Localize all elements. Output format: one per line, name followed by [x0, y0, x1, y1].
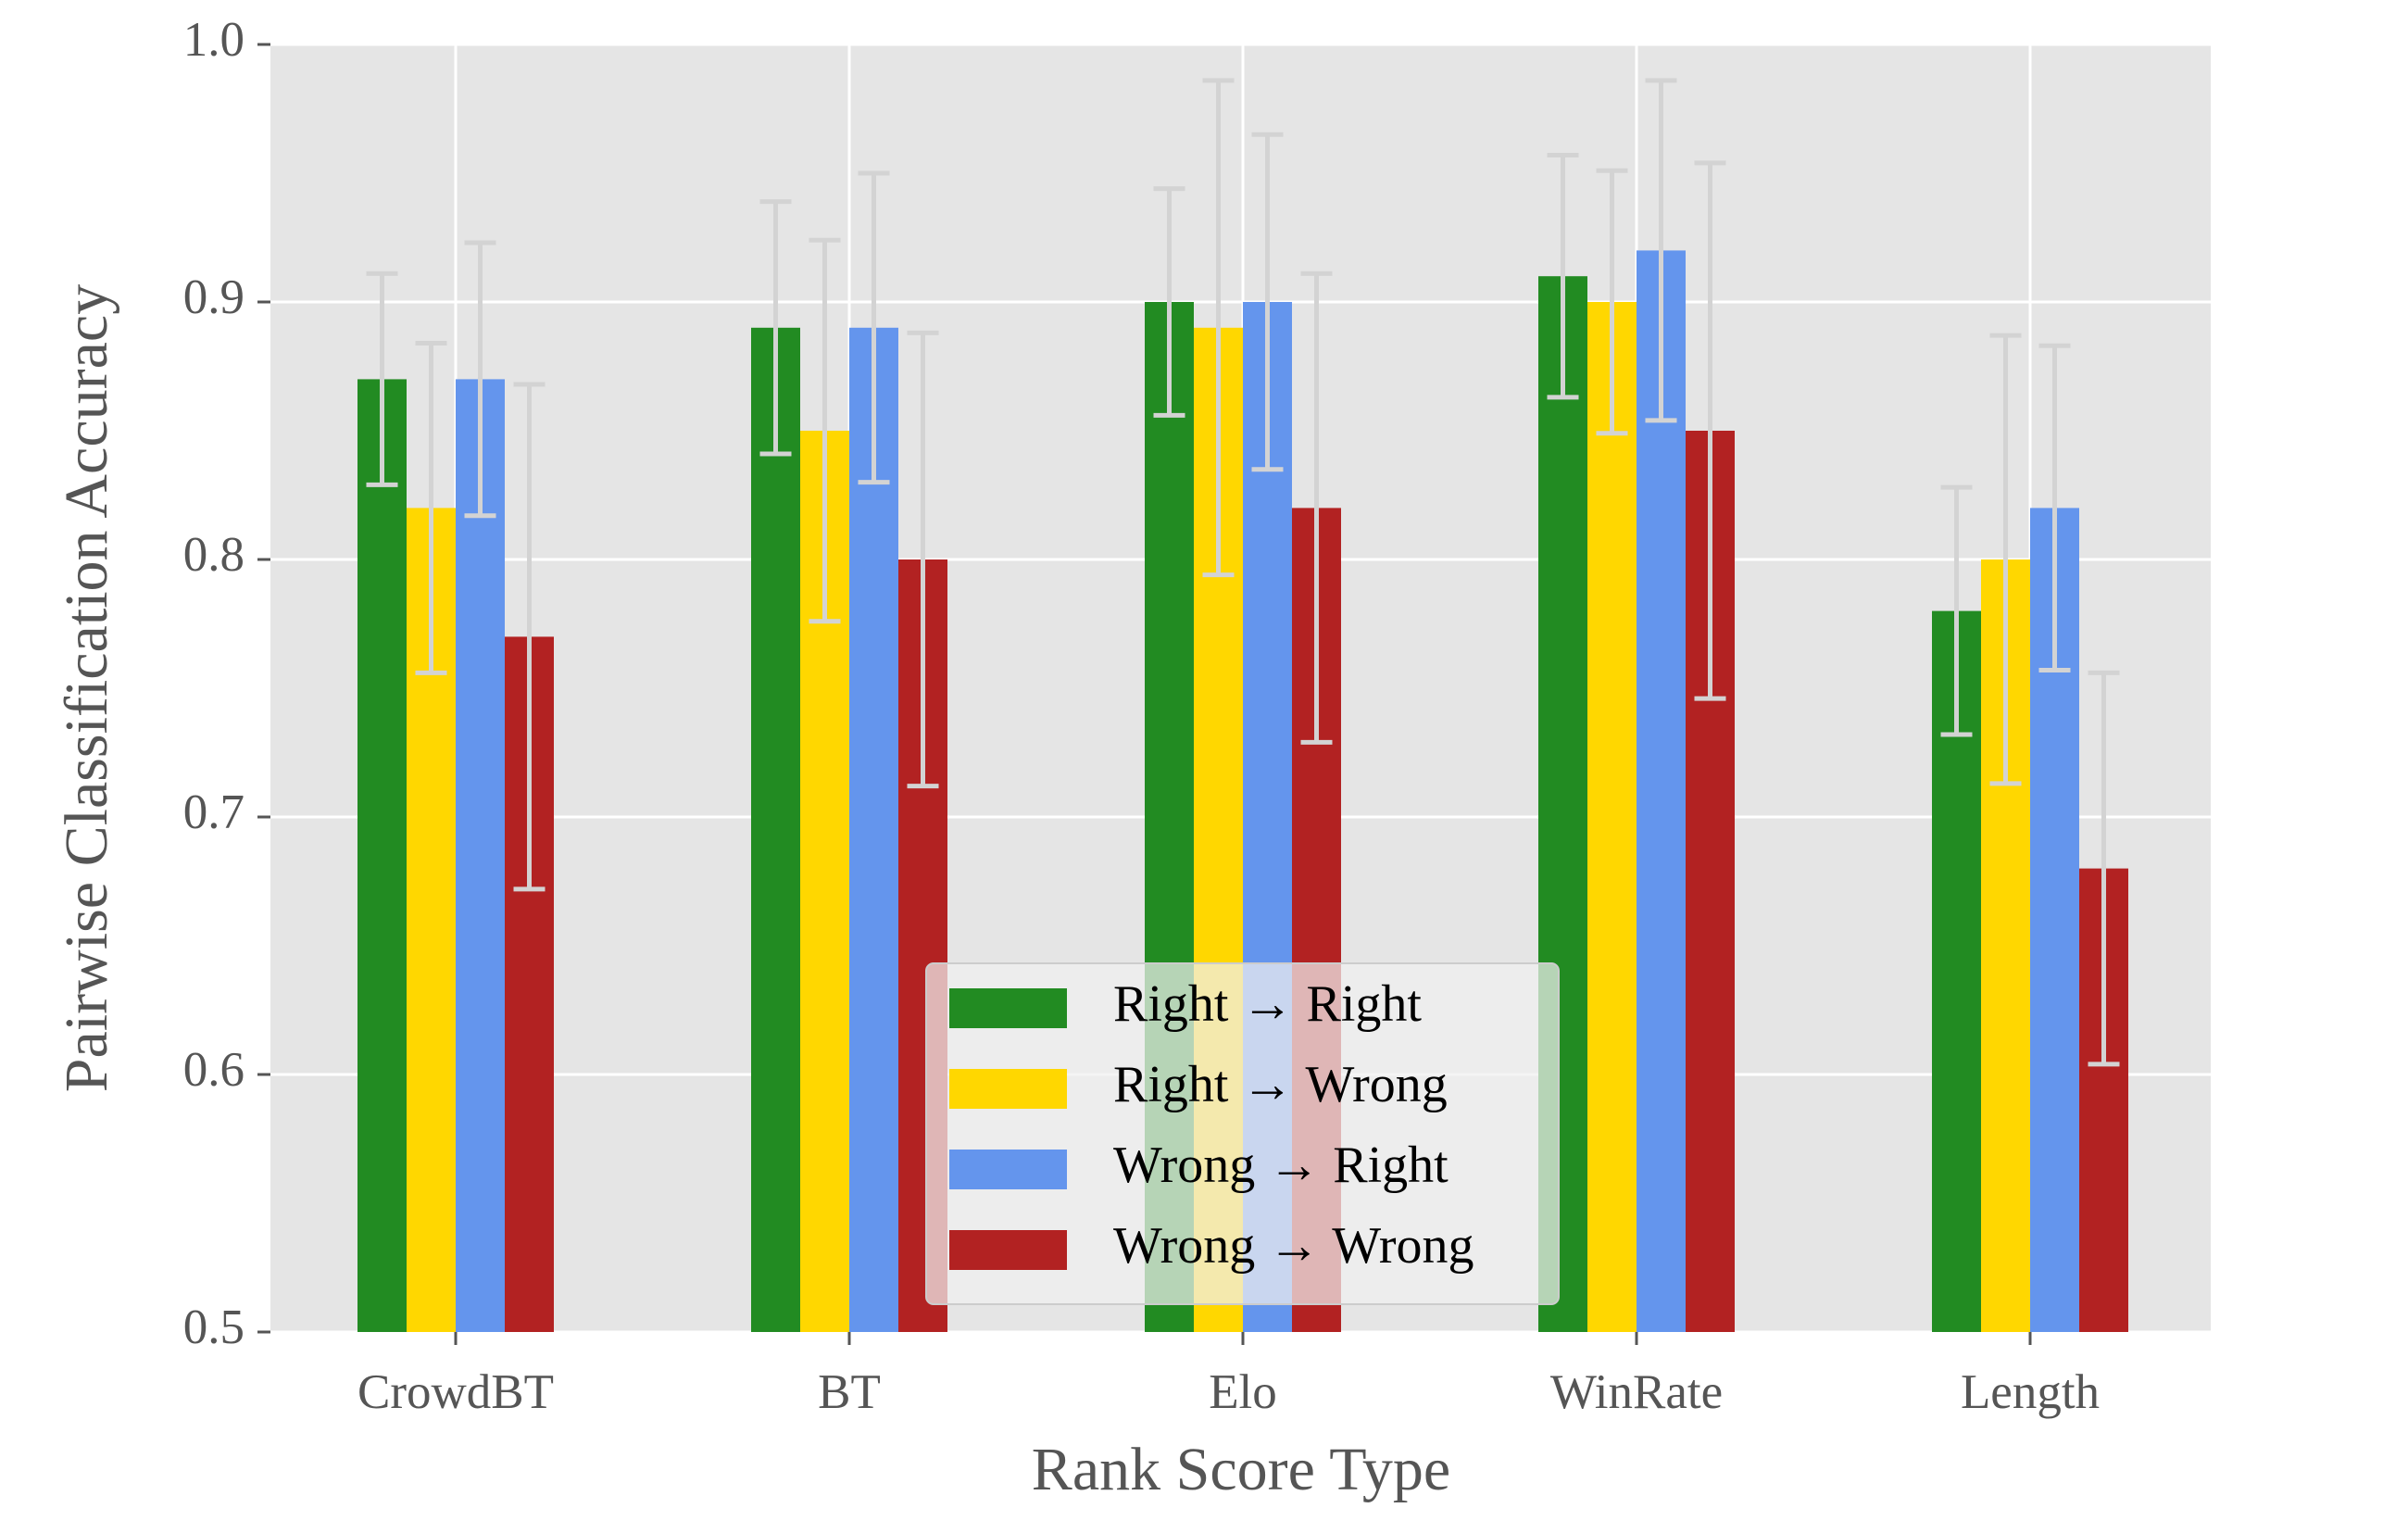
- error-bar: [809, 237, 841, 624]
- bar: [456, 379, 505, 1332]
- legend-box: [925, 962, 1560, 1305]
- y-tick-label: 0.6: [183, 1043, 245, 1097]
- error-bar: [1989, 333, 2022, 786]
- error-bar: [759, 199, 792, 457]
- bar: [1587, 302, 1637, 1332]
- error-bar: [1251, 132, 1284, 472]
- y-tick-label: 0.7: [183, 785, 245, 839]
- error-bar: [415, 340, 447, 675]
- error-bar: [907, 330, 939, 789]
- x-tick-label: WinRate: [1550, 1365, 1723, 1419]
- x-tick-label: BT: [818, 1365, 881, 1419]
- error-bar: [1940, 484, 1973, 737]
- error-bar: [1547, 153, 1579, 400]
- legend-swatch: [949, 988, 1067, 1028]
- bar: [849, 327, 898, 1332]
- error-bar: [1694, 160, 1726, 701]
- legend: Right → Right Right → Wrong Wrong → Right W…: [925, 962, 1560, 1305]
- error-bar: [1596, 168, 1628, 436]
- legend-swatch: [949, 1069, 1067, 1109]
- error-bar: [513, 382, 546, 892]
- error-bar: [1300, 270, 1333, 745]
- bar: [357, 379, 407, 1332]
- error-bar: [2088, 670, 2120, 1067]
- x-tick-label: Elo: [1209, 1365, 1277, 1419]
- x-tick-label: Length: [1961, 1365, 2100, 1419]
- bar: [1637, 250, 1686, 1332]
- legend-label: Wrong → Right: [1113, 1137, 1449, 1194]
- error-bar: [464, 240, 496, 519]
- error-bar: [366, 270, 398, 487]
- legend-label: Wrong → Wrong: [1113, 1217, 1474, 1275]
- error-bars: [366, 78, 2120, 1067]
- error-bar: [1202, 78, 1235, 578]
- legend-label: Right → Right: [1113, 975, 1422, 1033]
- error-bar: [858, 170, 890, 485]
- y-tick-label: 0.9: [183, 270, 245, 324]
- y-tick-label: 0.8: [183, 528, 245, 582]
- error-bar: [1153, 186, 1185, 418]
- axes: 0.5 0.6 0.7 0.8 0.9 1.0 CrowdBT BT Elo WinRate Len…: [183, 13, 2100, 1419]
- legend-swatch: [949, 1150, 1067, 1189]
- error-bar: [1645, 78, 1677, 423]
- y-axis-label: Pairwise Classification Accuracy: [53, 284, 120, 1092]
- error-bar: [2038, 343, 2071, 673]
- legend-label: Right → Wrong: [1113, 1056, 1448, 1113]
- legend-swatch: [949, 1230, 1067, 1270]
- x-axis-label: Rank Score Type: [1032, 1436, 1450, 1503]
- x-tick-label: CrowdBT: [357, 1365, 554, 1419]
- y-tick-label: 0.5: [183, 1301, 245, 1354]
- y-tick-label: 1.0: [183, 13, 245, 67]
- bar: [751, 327, 800, 1332]
